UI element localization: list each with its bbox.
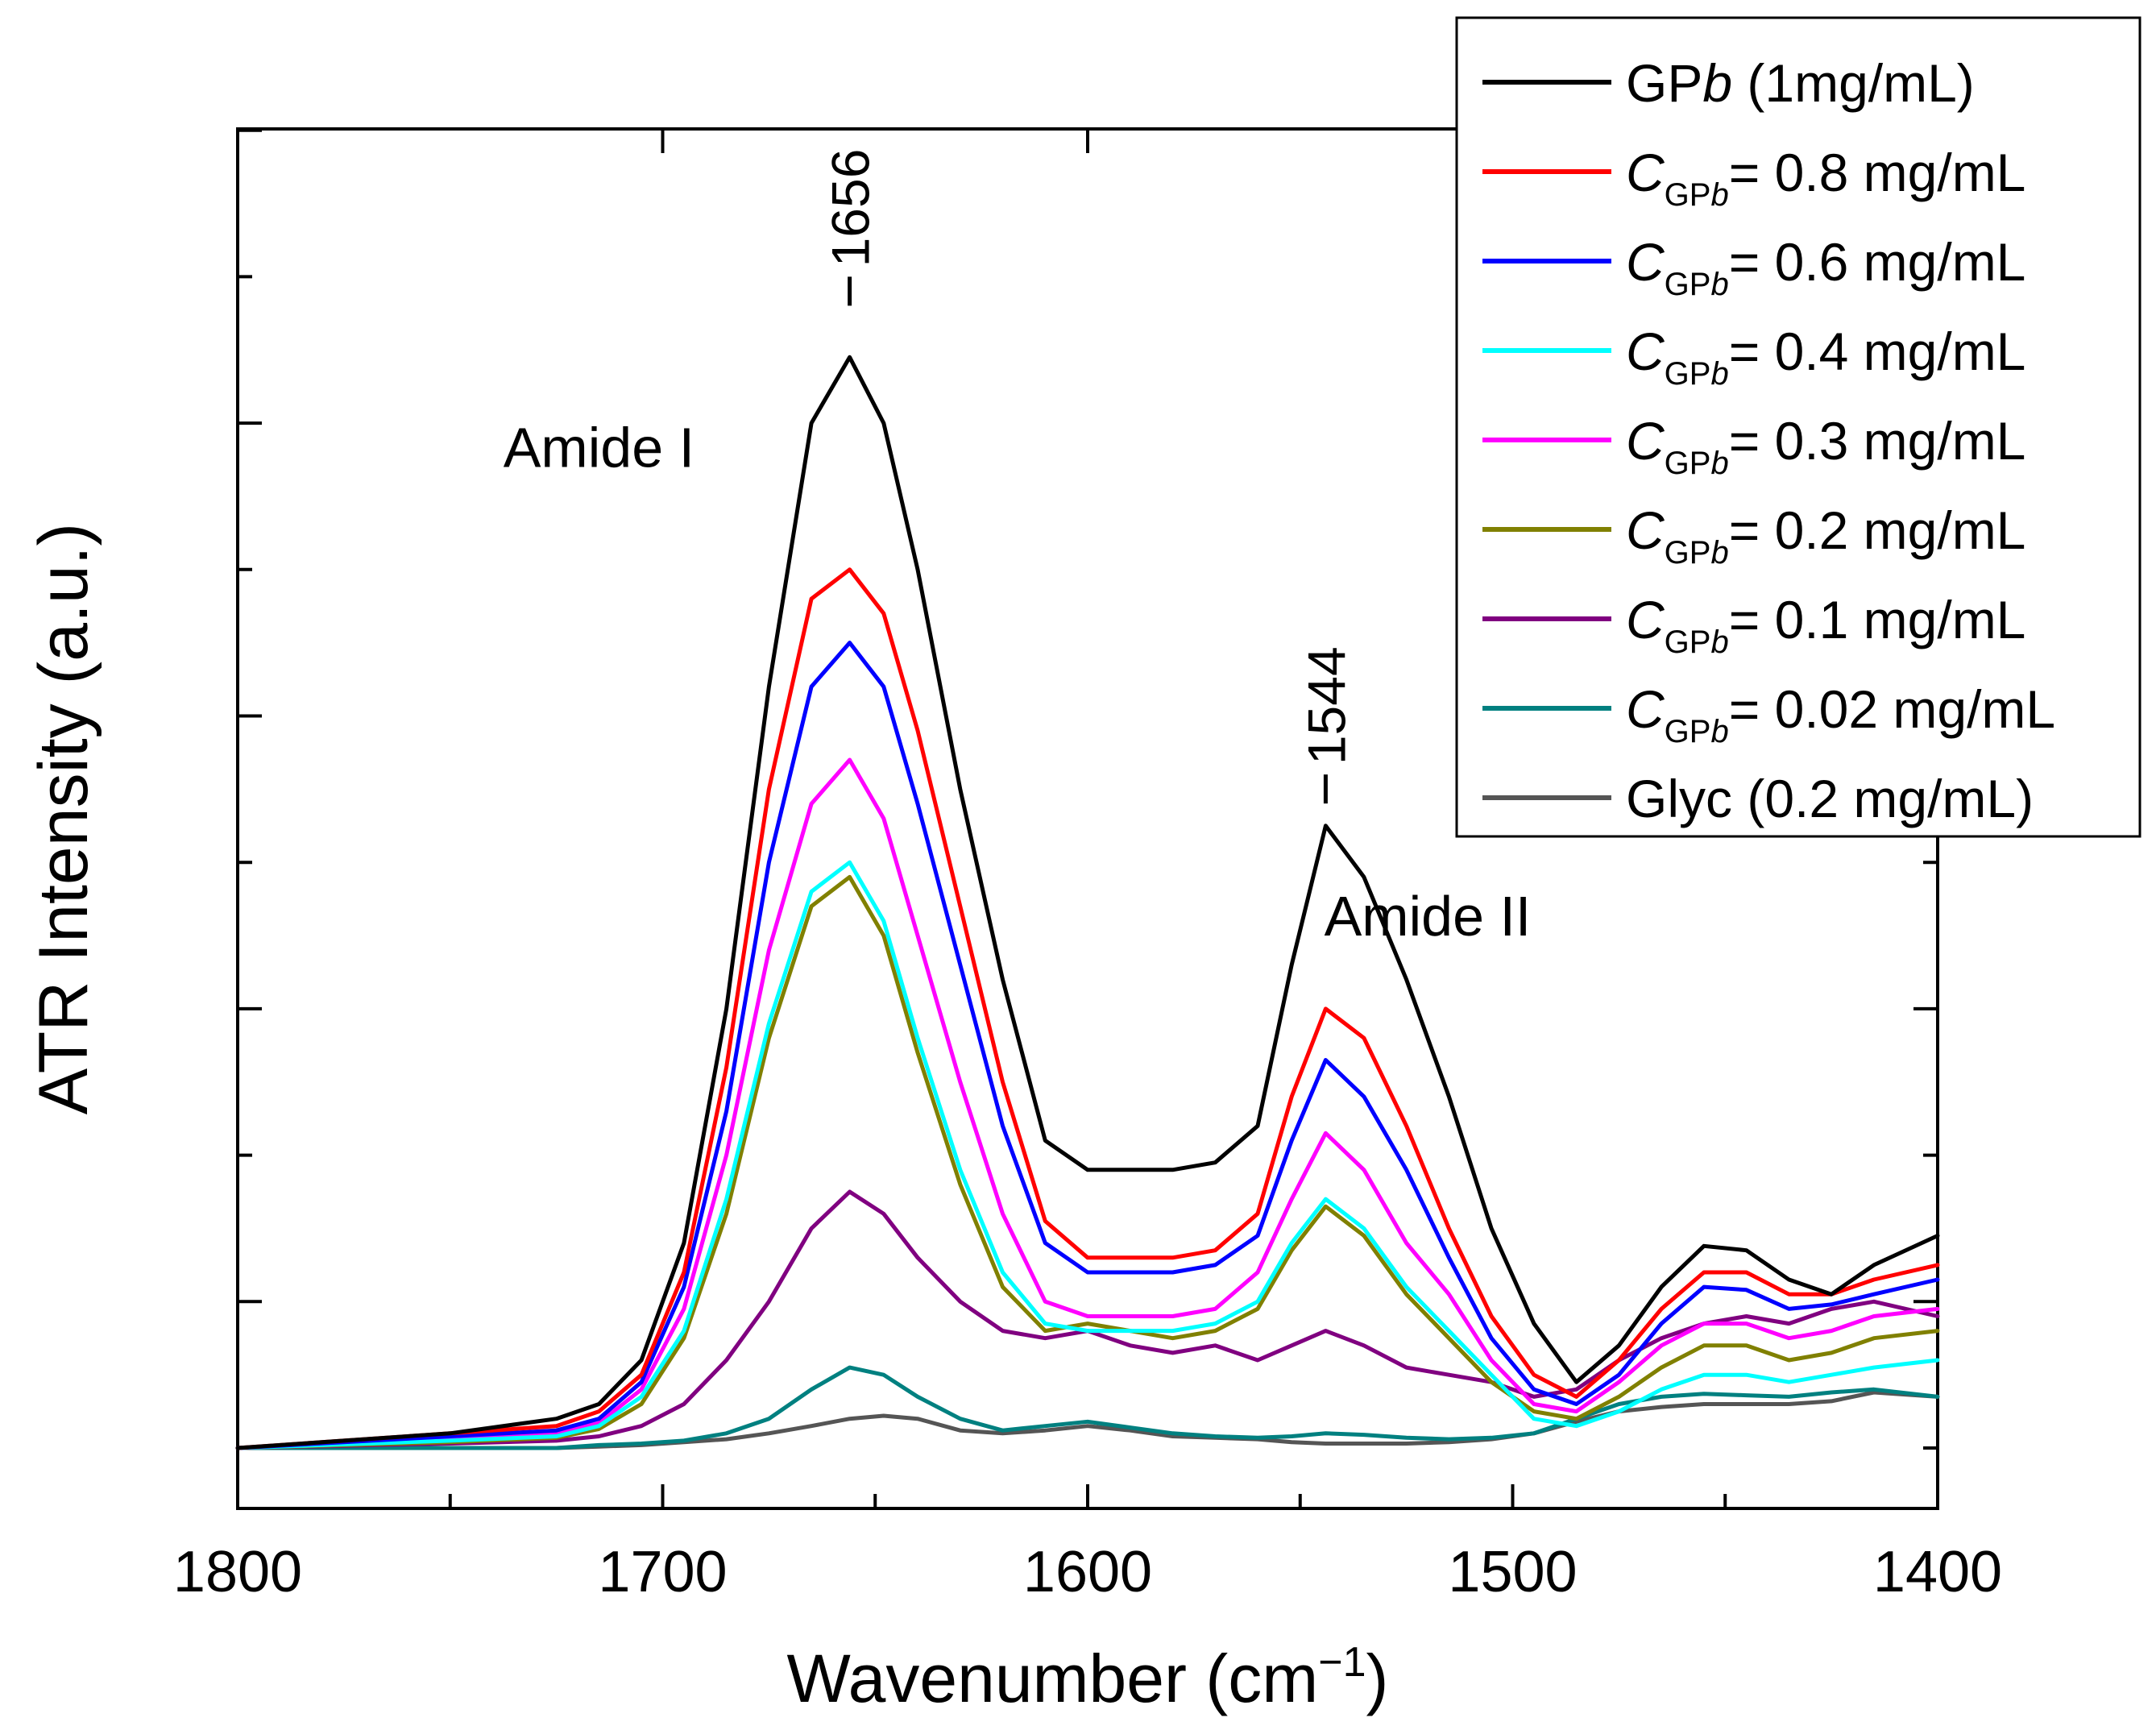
x-tick-label: 1600 [1023,1540,1152,1604]
y-axis-label: ATR Intensity (a.u.) [25,523,102,1114]
legend-symbol: C [1626,411,1665,471]
legend-subscript-italic: b [1710,177,1728,213]
legend-value: = 0.02 mg/mL [1729,679,2055,739]
x-axis-ticks: 1800 1700 1600 1500 1400 [173,129,2002,1604]
legend-entry: GPb (1mg/mL) [1626,53,1975,113]
x-tick-label: 1500 [1448,1540,1577,1604]
legend-prefix: GP [1626,53,1702,113]
legend-subscript-italic: b [1710,267,1728,302]
legend-subscript-italic: b [1710,446,1728,481]
legend-subscript: GP [1665,177,1711,213]
legend-subscript: GP [1665,446,1711,481]
legend-entry: CGPb= 0.02 mg/mL [1626,679,2055,749]
legend-entry: CGPb= 0.1 mg/mL [1626,590,2025,660]
legend-subscript: GP [1665,624,1711,660]
series-line [235,757,1940,1450]
legend-subscript: GP [1665,714,1711,749]
legend-value: = 0.8 mg/mL [1729,143,2026,202]
legend-prefix: Glyc (0.2 mg/mL) [1626,769,2034,828]
series-layer [235,355,1940,1450]
series-line [235,860,1940,1450]
series-line [235,567,1940,1450]
peak-label: 1544 [1296,646,1356,765]
legend-value: = 0.6 mg/mL [1729,232,2026,292]
legend-subscript-italic: b [1710,535,1728,570]
series-line [235,874,1940,1450]
legend-subscript-italic: b [1710,714,1728,749]
legend-entry: CGPb= 0.3 mg/mL [1626,411,2025,481]
legend-entry: CGPb= 0.2 mg/mL [1626,500,2025,570]
legend-symbol: C [1626,322,1665,381]
peak-label: 1656 [821,149,881,268]
x-tick-label: 1700 [598,1540,727,1604]
legend-symbol: C [1626,590,1665,649]
legend-symbol: C [1626,500,1665,560]
band-label: Amide I [504,417,694,479]
series-line [235,1365,1940,1450]
x-tick-label: 1800 [173,1540,302,1604]
legend-subscript-italic: b [1710,356,1728,392]
x-axis-label: Wavenumber (cm−1) [787,1639,1389,1716]
legend-entry: Glyc (0.2 mg/mL) [1626,769,2034,828]
legend-symbol: C [1626,143,1665,202]
legend-value: = 0.2 mg/mL [1729,500,2026,560]
legend-entry: CGPb= 0.6 mg/mL [1626,232,2025,302]
legend-subscript-italic: b [1710,624,1728,660]
x-axis-label-main: Wavenumber (cm [787,1641,1319,1716]
legend-value: = 0.1 mg/mL [1729,590,2026,649]
legend-subscript: GP [1665,267,1711,302]
legend-subscript: GP [1665,535,1711,570]
legend-entry: CGPb= 0.4 mg/mL [1626,322,2025,392]
legend-box [1455,16,2141,838]
legend-symbol: C [1626,679,1665,739]
series-line [235,641,1940,1450]
legend-italic: b [1702,53,1732,113]
x-axis-label-tail: ) [1366,1641,1389,1716]
series-line [235,1390,1940,1450]
series-line [235,355,1940,1450]
legend-value: = 0.4 mg/mL [1729,322,2026,381]
annotations: 1656 1544 Amide I Amide II [504,149,1532,948]
legend-suffix: (1mg/mL) [1732,53,1975,113]
x-axis-label-sup: −1 [1318,1639,1366,1686]
series-line [235,1189,1940,1450]
legend-entry: CGPb= 0.8 mg/mL [1626,143,2025,213]
band-label: Amide II [1325,885,1532,948]
legend-symbol: C [1626,232,1665,292]
legend-value: = 0.3 mg/mL [1729,411,2026,471]
legend-subscript: GP [1665,356,1711,392]
x-tick-label: 1400 [1873,1540,2002,1604]
